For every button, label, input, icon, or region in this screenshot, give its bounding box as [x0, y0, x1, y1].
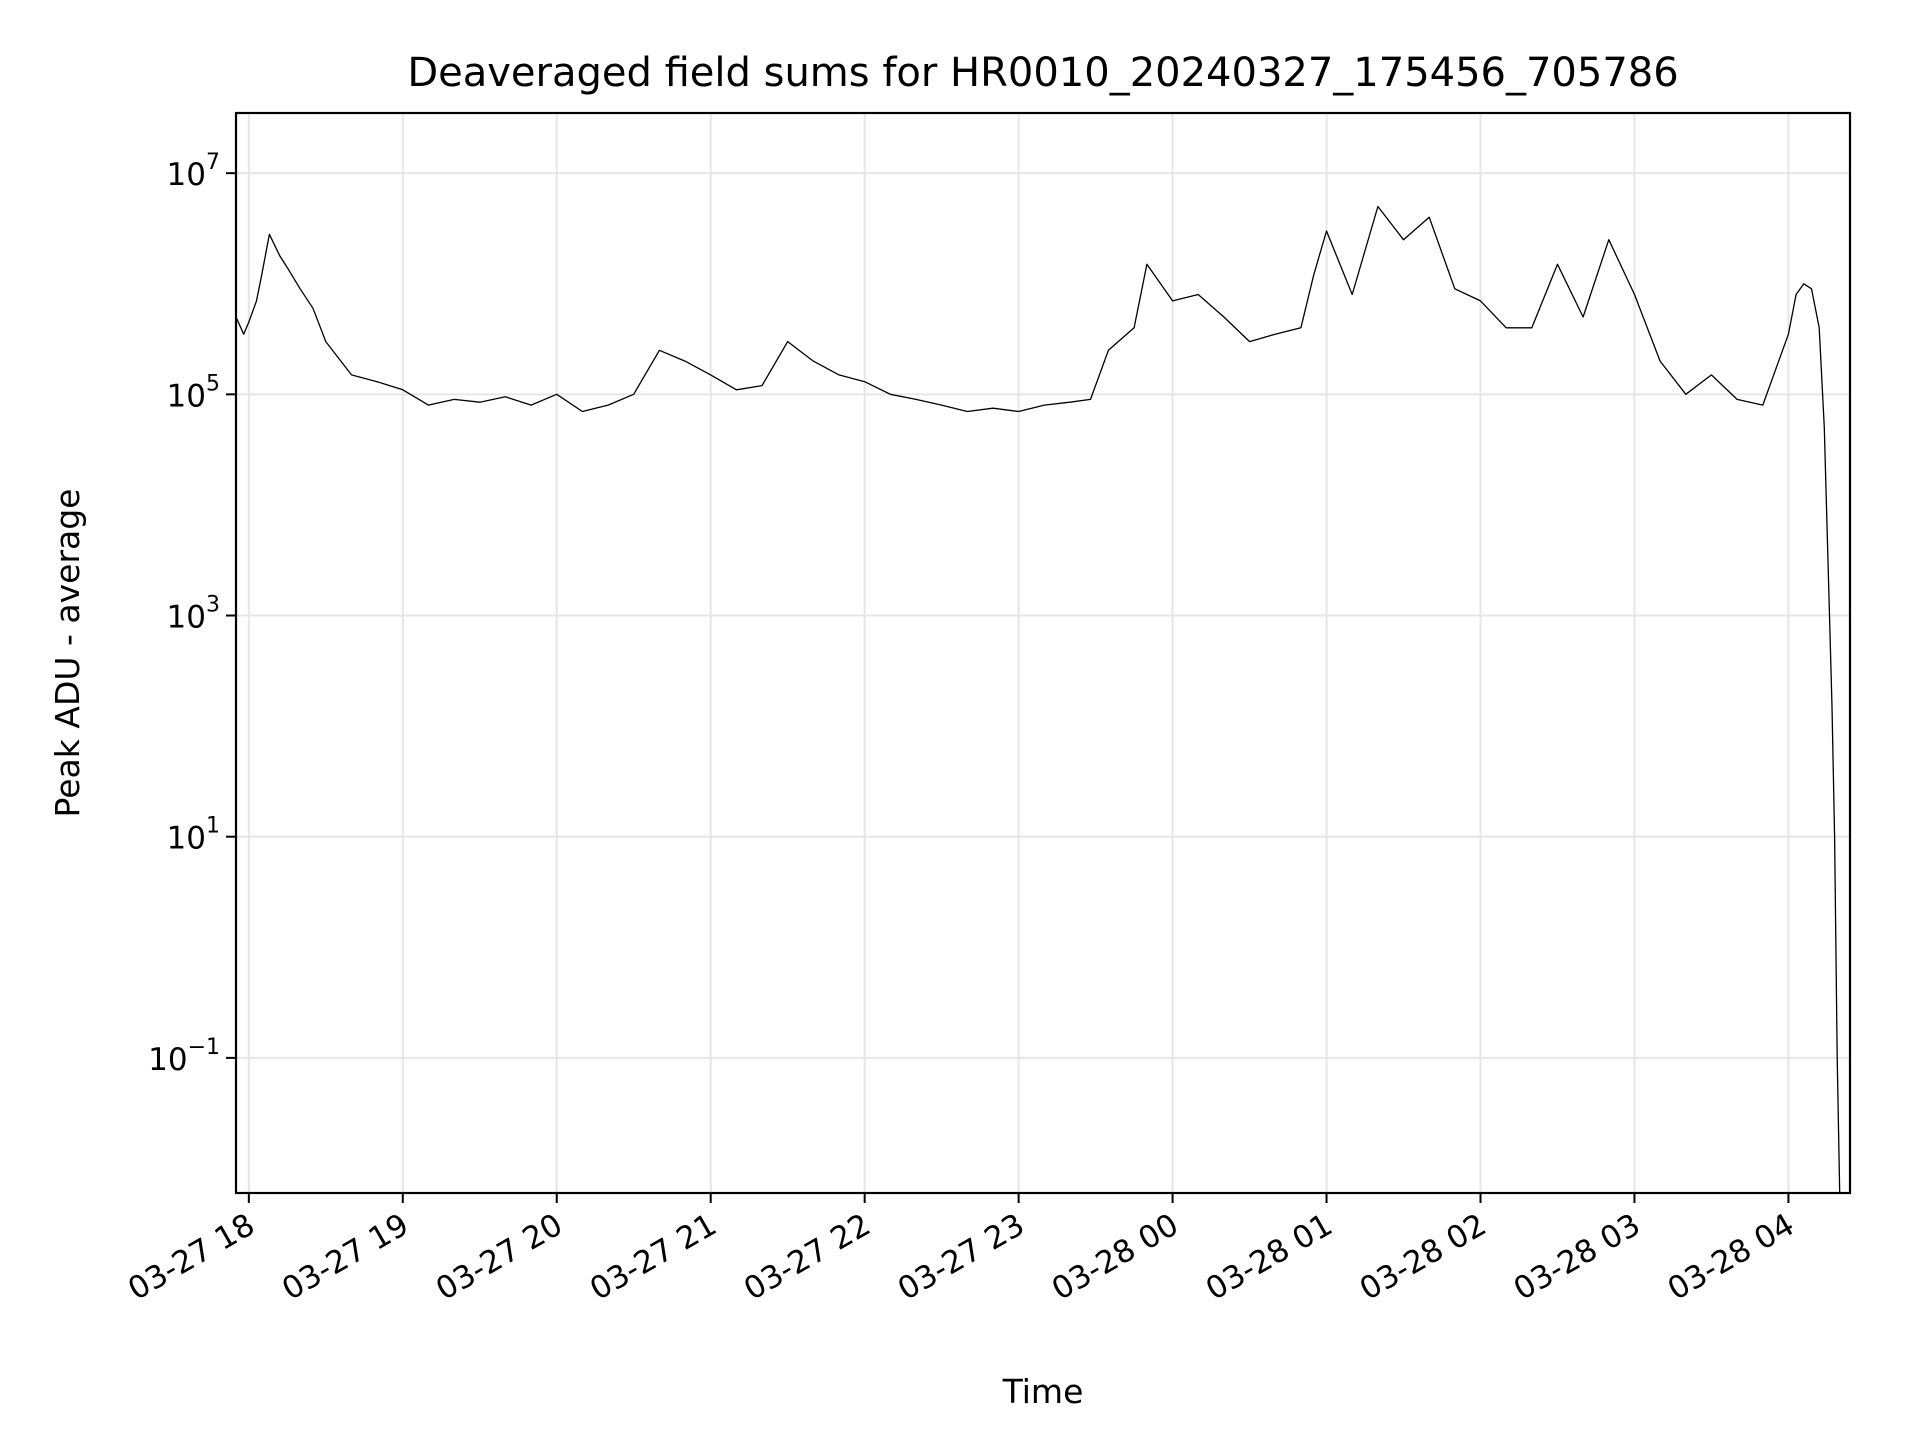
y-tick-exponent: −1 [188, 1035, 220, 1060]
x-tick-label: 03-28 04 [1662, 1207, 1801, 1308]
y-tick-base: 10 [167, 821, 206, 857]
x-axis-title: Time [1002, 1372, 1084, 1411]
y-tick-exponent: 1 [206, 814, 220, 839]
grid [236, 113, 1850, 1193]
x-tick-label: 03-27 19 [276, 1207, 415, 1308]
y-tick-label: 101 [167, 814, 220, 857]
chart-title: Deaveraged field sums for HR0010_2024032… [407, 50, 1678, 96]
y-tick-label: 10−1 [148, 1035, 220, 1078]
x-tick-label: 03-28 01 [1200, 1207, 1339, 1308]
series-line [235, 205, 1841, 1194]
y-tick-base: 10 [167, 600, 206, 636]
y-tick-base: 10 [167, 378, 206, 414]
y-tick-exponent: 3 [206, 593, 220, 618]
x-tick-label: 03-27 23 [892, 1207, 1031, 1308]
y-tick-base: 10 [167, 157, 206, 193]
x-tick-label: 03-27 20 [430, 1207, 569, 1308]
y-tick-label: 103 [167, 593, 220, 636]
x-tick-label: 03-27 22 [738, 1207, 877, 1308]
y-tick-exponent: 7 [206, 150, 220, 175]
x-tick-label: 03-28 03 [1508, 1207, 1647, 1308]
x-tick-label: 03-27 21 [584, 1207, 723, 1308]
x-tick-label: 03-28 00 [1046, 1207, 1185, 1308]
x-tick-label: 03-27 18 [122, 1207, 261, 1308]
y-tick-base: 10 [148, 1042, 187, 1078]
x-axis: 03-27 18 03-27 19 03-27 20 03-27 21 03-27 22… [122, 1193, 1800, 1308]
x-tick-label: 03-28 02 [1354, 1207, 1493, 1308]
y-tick-label: 107 [167, 150, 220, 193]
y-axis-title: Peak ADU - average [48, 489, 87, 818]
plot-frame [234, 111, 1852, 1195]
y-tick-exponent: 5 [206, 371, 220, 396]
y-tick-label: 105 [167, 371, 220, 414]
